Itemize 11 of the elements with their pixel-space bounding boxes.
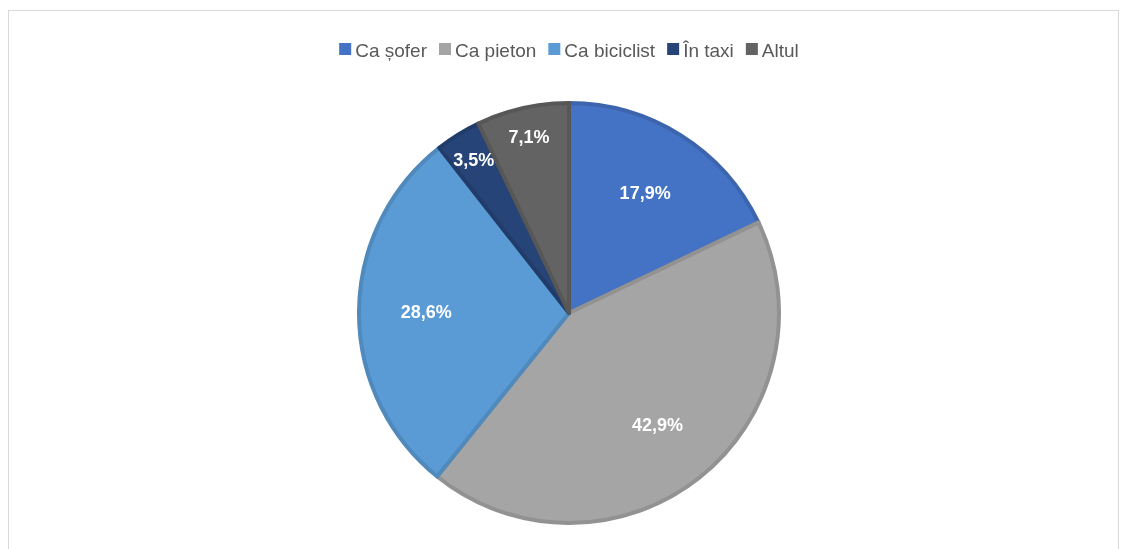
data-label: 7,1% — [508, 127, 550, 148]
legend-label: Ca șofer — [355, 39, 428, 61]
data-label: 42,9% — [632, 415, 684, 436]
legend-label: Altul — [761, 39, 799, 61]
data-label: 28,6% — [400, 302, 452, 323]
legend-label: Ca biciclist — [564, 39, 656, 61]
legend-label: În taxi — [682, 39, 734, 61]
data-label: 17,9% — [619, 182, 671, 203]
legend-label: Ca pieton — [454, 39, 537, 61]
data-label: 3,5% — [453, 149, 495, 170]
pie-slice — [357, 145, 571, 479]
